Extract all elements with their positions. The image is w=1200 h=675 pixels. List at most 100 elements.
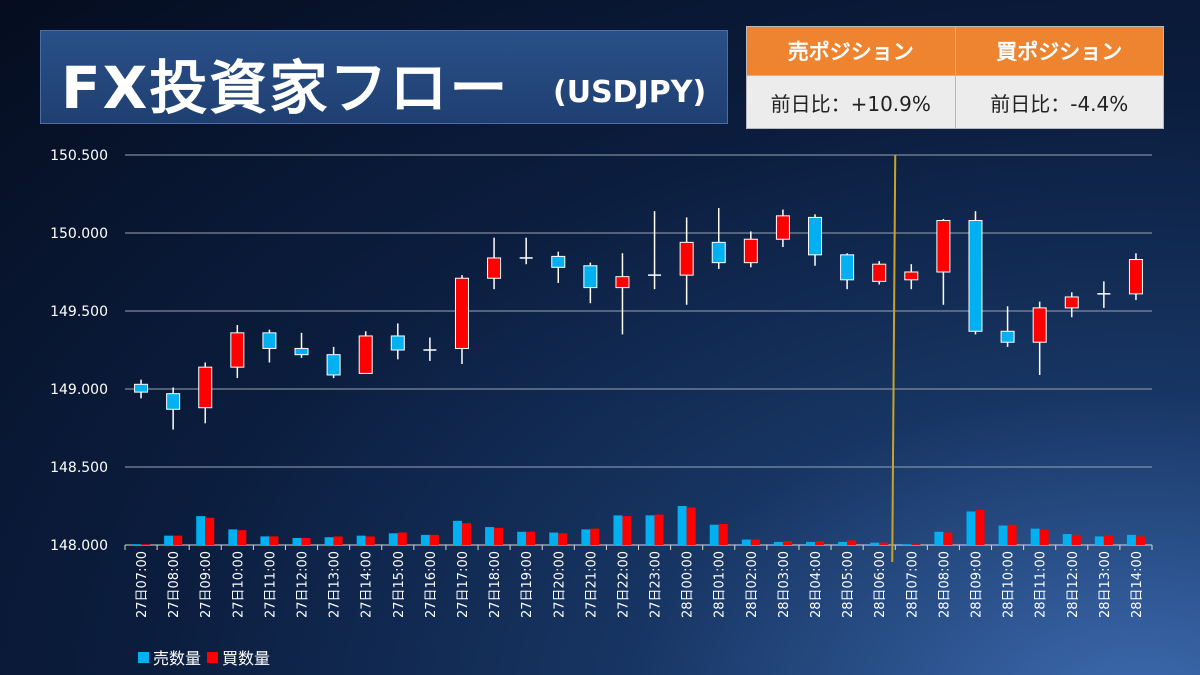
candle-body	[968, 220, 983, 332]
buy-volume-bar	[173, 535, 183, 545]
candle-body	[1032, 307, 1047, 343]
buy-volume-bar	[397, 532, 407, 545]
x-tick-label: 27日17:00	[456, 551, 471, 618]
sell-volume-bar	[1062, 534, 1072, 545]
sell-volume-bar	[677, 506, 687, 545]
y-tick-label: 149.500	[50, 304, 108, 320]
sell-volume-bar	[549, 532, 559, 545]
x-tick-label: 28日07:00	[905, 551, 920, 618]
candle-body	[743, 238, 758, 264]
buy-volume-bar	[365, 536, 375, 545]
candle-body	[872, 263, 887, 282]
candle-body	[711, 241, 726, 264]
x-tick-label: 28日05:00	[841, 551, 856, 618]
buy-volume-bar	[526, 531, 536, 545]
candle-body	[775, 215, 790, 240]
x-tick-label: 28日08:00	[937, 551, 952, 618]
candle-body	[454, 277, 469, 349]
candle-body	[551, 255, 566, 268]
y-tick-label: 149.000	[50, 382, 108, 398]
candle-body	[487, 257, 502, 279]
x-tick-label: 28日00:00	[681, 551, 696, 618]
sell-volume-bar	[517, 531, 527, 545]
candle-body	[679, 241, 694, 276]
x-tick-label: 28日04:00	[809, 551, 824, 618]
sell-volume-bar	[260, 536, 270, 545]
sell-volume-bar	[998, 525, 1008, 545]
x-tick-label: 27日15:00	[392, 551, 407, 618]
candle-body	[615, 276, 630, 289]
buy-volume-bar	[782, 541, 792, 545]
legend-sell-swatch	[138, 651, 149, 663]
candle-body	[583, 265, 598, 289]
candle-body	[326, 354, 341, 376]
title-banner: FX投資家フロー (USDJPY)	[40, 30, 728, 124]
sell-volume-bar	[773, 541, 783, 545]
x-tick-label: 28日03:00	[777, 551, 792, 618]
buy-volume-bar	[1103, 535, 1113, 545]
sell-volume-bar	[228, 529, 238, 545]
sell-volume-bar	[388, 533, 398, 545]
sell-volume-bar	[966, 511, 976, 545]
x-tick-label: 27日23:00	[649, 551, 664, 618]
candle-body	[840, 254, 855, 281]
sell-volume-bar	[196, 516, 206, 545]
buy-volume-bar	[654, 514, 664, 545]
legend-buy-label: 買数量	[222, 649, 271, 668]
page-title: FX投資家フロー	[61, 54, 510, 122]
x-tick-label: 27日13:00	[328, 551, 343, 618]
x-tick-label: 28日09:00	[969, 551, 984, 618]
sell-volume-bar	[452, 520, 462, 545]
candle-body	[808, 216, 823, 256]
buy-volume-bar	[269, 536, 279, 545]
x-tick-label: 28日10:00	[1002, 551, 1017, 618]
sell-volume-bar	[132, 544, 142, 545]
x-tick-label: 27日08:00	[167, 551, 182, 618]
chart-legend: 売数量 買数量	[138, 645, 270, 669]
x-tick-label: 28日02:00	[745, 551, 760, 618]
candle-body	[390, 335, 405, 351]
buy-volume-bar	[494, 527, 504, 545]
candle-body	[230, 332, 245, 368]
buy-volume-bar	[590, 528, 600, 545]
buy-volume-bar	[141, 544, 151, 545]
sell-volume-bar	[934, 531, 944, 545]
x-tick-label: 28日12:00	[1066, 551, 1081, 618]
sell-volume-bar	[1030, 528, 1040, 545]
x-tick-label: 27日22:00	[616, 551, 631, 618]
x-tick-label: 27日11:00	[263, 551, 278, 618]
buy-volume-bar	[879, 542, 889, 545]
buy-volume-bar	[1039, 529, 1049, 545]
x-tick-label: 27日10:00	[231, 551, 246, 618]
sell-position-change: 前日比：+10.9%	[746, 75, 956, 129]
buy-volume-bar	[686, 507, 696, 545]
sell-volume-bar	[1126, 534, 1136, 545]
buy-volume-bar	[911, 544, 921, 545]
candle-body	[134, 383, 149, 393]
candle-body	[262, 332, 277, 349]
sell-position-header: 売ポジション	[746, 26, 956, 76]
sell-volume-bar	[164, 535, 174, 545]
legend-buy-swatch	[207, 651, 219, 663]
buy-volume-bar	[622, 516, 632, 545]
sell-volume-bar	[741, 539, 751, 545]
sell-volume-bar	[645, 515, 655, 545]
sell-volume-bar	[581, 529, 591, 545]
sell-volume-bar	[902, 544, 912, 545]
sell-volume-bar	[485, 527, 495, 545]
x-tick-label: 27日07:00	[135, 551, 150, 618]
candle-body	[904, 271, 919, 281]
sell-volume-bar	[806, 541, 816, 545]
x-tick-label: 28日13:00	[1098, 551, 1113, 618]
buy-volume-bar	[558, 533, 568, 545]
sell-volume-bar	[324, 537, 334, 545]
y-tick-label: 150.500	[50, 148, 108, 164]
buy-volume-bar	[461, 523, 471, 545]
y-tick-label: 148.000	[50, 538, 108, 554]
candle-body	[1128, 259, 1143, 295]
buy-volume-bar	[1135, 536, 1145, 545]
candle-body	[166, 393, 181, 410]
x-tick-label: 27日18:00	[488, 551, 503, 618]
x-tick-label: 27日14:00	[360, 551, 375, 618]
